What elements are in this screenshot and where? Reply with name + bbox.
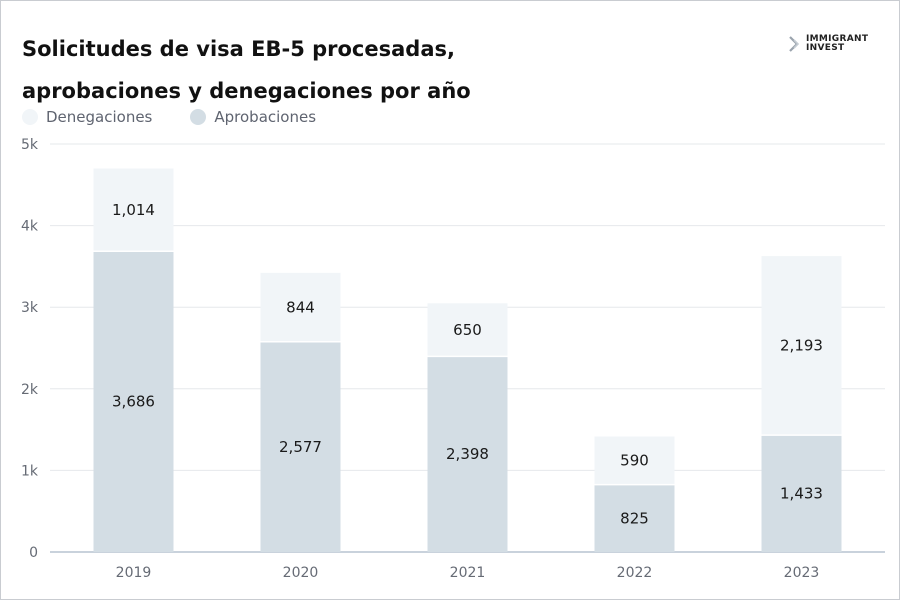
legend-item-approvals: Aprobaciones bbox=[190, 108, 316, 126]
brand-logo-line-1: IMMIGRANT bbox=[806, 34, 869, 44]
data-label-approvals-2022: 825 bbox=[620, 509, 649, 527]
x-tick-label-2021: 2021 bbox=[450, 565, 486, 581]
chevron-logo-icon bbox=[789, 36, 800, 52]
y-tick-label: 3k bbox=[21, 300, 39, 316]
legend-item-denials: Denegaciones bbox=[22, 108, 152, 126]
brand-logo-line-2: INVEST bbox=[806, 43, 845, 53]
y-tick-label: 5k bbox=[21, 137, 39, 153]
data-label-denials-2022: 590 bbox=[620, 452, 649, 470]
chart-title: Solicitudes de visa EB-5 procesadas, apr… bbox=[22, 28, 582, 112]
legend-swatch-approvals bbox=[190, 109, 207, 125]
bar-approvals-2020 bbox=[260, 341, 341, 552]
data-label-denials-2023: 2,193 bbox=[780, 337, 823, 355]
legend-label-denials: Denegaciones bbox=[46, 108, 153, 126]
data-label-approvals-2019: 3,686 bbox=[112, 393, 155, 411]
y-tick-label: 1k bbox=[21, 463, 39, 479]
bar-denials-2023 bbox=[761, 256, 842, 436]
y-tick-label: 4k bbox=[21, 219, 39, 235]
y-tick-label: 2k bbox=[21, 382, 39, 398]
data-label-approvals-2021: 2,398 bbox=[446, 445, 489, 463]
bar-denials-2020 bbox=[260, 272, 341, 342]
bar-layer bbox=[93, 168, 842, 552]
x-tick-label-2019: 2019 bbox=[116, 565, 152, 581]
bar-approvals-2021 bbox=[427, 356, 508, 552]
data-label-approvals-2023: 1,433 bbox=[780, 485, 823, 503]
data-label-approvals-2020: 2,577 bbox=[279, 438, 322, 456]
bar-approvals-2022 bbox=[594, 484, 675, 552]
x-tick-label-2020: 2020 bbox=[283, 565, 319, 581]
legend-label-approvals: Aprobaciones bbox=[214, 108, 317, 126]
data-label-denials-2019: 1,014 bbox=[112, 201, 155, 219]
y-tick-label: 0 bbox=[29, 545, 38, 561]
bar-denials-2019 bbox=[93, 168, 174, 252]
bar-denials-2022 bbox=[594, 436, 675, 485]
chart-title-line-2: aprobaciones y denegaciones por año bbox=[22, 79, 471, 103]
brand-logo-text: IMMIGRANT INVEST bbox=[806, 35, 868, 53]
x-tick-label-2023: 2023 bbox=[784, 565, 820, 581]
data-label-denials-2021: 650 bbox=[453, 321, 482, 339]
bar-approvals-2023 bbox=[761, 435, 842, 552]
bar-approvals-2019 bbox=[93, 251, 174, 552]
chart-legend: Denegaciones Aprobaciones bbox=[22, 108, 354, 126]
x-tick-label-2022: 2022 bbox=[617, 565, 653, 581]
label-layer: 3,686 1,014 2019 2,577 844 2020 2,398 650 2021 82… bbox=[112, 201, 823, 581]
brand-logo: IMMIGRANT INVEST bbox=[788, 35, 868, 53]
data-label-denials-2020: 844 bbox=[286, 298, 315, 316]
legend-swatch-denials bbox=[22, 109, 38, 125]
bar-denials-2021 bbox=[427, 303, 508, 357]
chart-title-line-1: Solicitudes de visa EB-5 procesadas, bbox=[22, 37, 455, 61]
